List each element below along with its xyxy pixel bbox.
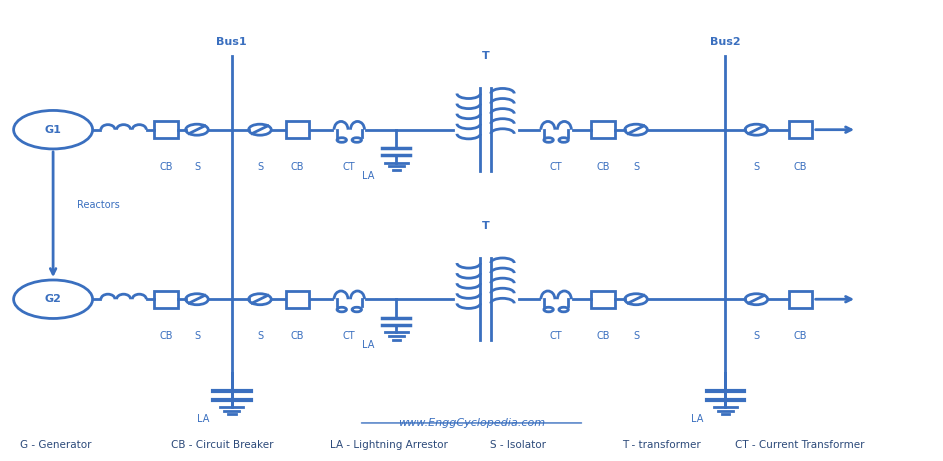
Text: S: S <box>194 331 200 341</box>
Text: CB: CB <box>159 162 173 172</box>
FancyBboxPatch shape <box>591 121 615 138</box>
Text: CB: CB <box>596 331 610 341</box>
Text: CT: CT <box>550 162 562 172</box>
Text: S: S <box>633 331 639 341</box>
Text: Reactors: Reactors <box>76 200 120 210</box>
Text: LA: LA <box>691 414 703 424</box>
Text: CT: CT <box>550 331 562 341</box>
Text: www.EnggCyclopedia.com: www.EnggCyclopedia.com <box>398 418 545 428</box>
Text: CB: CB <box>794 331 807 341</box>
Text: G1: G1 <box>44 124 61 135</box>
FancyBboxPatch shape <box>286 290 309 308</box>
FancyBboxPatch shape <box>789 290 812 308</box>
Text: CT - Current Transformer: CT - Current Transformer <box>735 440 865 450</box>
Text: CT: CT <box>343 162 356 172</box>
Text: S: S <box>256 162 263 172</box>
Text: CB: CB <box>159 331 173 341</box>
Text: S: S <box>256 331 263 341</box>
FancyBboxPatch shape <box>154 290 177 308</box>
FancyBboxPatch shape <box>286 121 309 138</box>
Text: S: S <box>194 162 200 172</box>
Text: S - Isolator: S - Isolator <box>490 440 546 450</box>
Text: G2: G2 <box>44 294 61 304</box>
Text: CT: CT <box>343 331 356 341</box>
Text: T - transformer: T - transformer <box>622 440 701 450</box>
Text: CB: CB <box>596 162 610 172</box>
Text: T: T <box>482 51 489 61</box>
Text: S: S <box>753 162 759 172</box>
Text: S: S <box>633 162 639 172</box>
Text: LA: LA <box>362 171 374 181</box>
Text: Bus1: Bus1 <box>217 37 247 47</box>
FancyBboxPatch shape <box>154 121 177 138</box>
Text: S: S <box>753 331 759 341</box>
Text: CB: CB <box>794 162 807 172</box>
Text: CB: CB <box>290 331 305 341</box>
Text: LA - Lightning Arrestor: LA - Lightning Arrestor <box>330 440 448 450</box>
FancyBboxPatch shape <box>591 290 615 308</box>
Text: Bus2: Bus2 <box>710 37 740 47</box>
Text: CB: CB <box>290 162 305 172</box>
Text: G - Generator: G - Generator <box>20 440 91 450</box>
Text: LA: LA <box>362 341 374 350</box>
Text: LA: LA <box>197 414 209 424</box>
FancyBboxPatch shape <box>789 121 812 138</box>
Text: T: T <box>482 220 489 230</box>
Text: CB - Circuit Breaker: CB - Circuit Breaker <box>171 440 273 450</box>
